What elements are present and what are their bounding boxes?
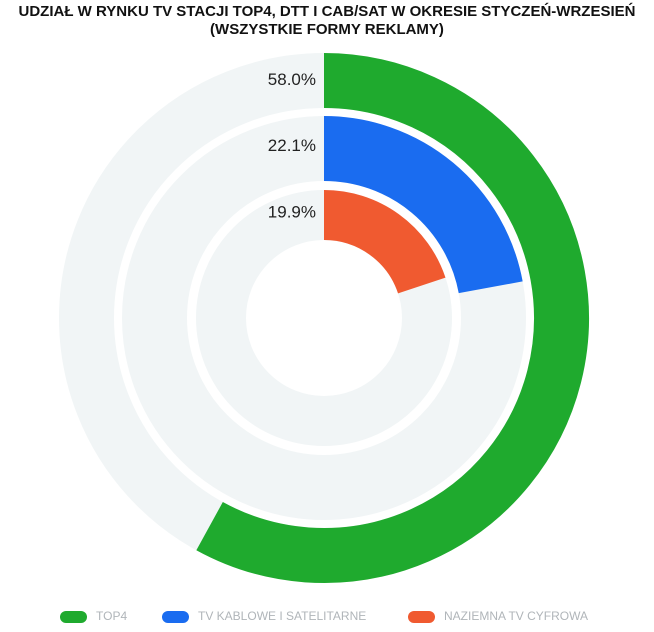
ring-bar <box>196 53 589 583</box>
value-label: 19.9% <box>268 202 316 221</box>
legend-label: TOP4 <box>96 609 127 623</box>
legend-swatch <box>60 611 87 623</box>
ring-bar <box>323 190 446 295</box>
legend-swatch <box>162 611 189 623</box>
legend-swatch <box>408 611 435 623</box>
chart-subtitle: (WSZYSTKIE FORMY REKLAMY) <box>210 21 444 38</box>
ring-bar <box>323 116 523 294</box>
legend-label: NAZIEMNA TV CYFROWA <box>444 609 588 623</box>
legend-label: TV KABLOWE I SATELITARNE <box>198 609 366 623</box>
value-label: 58.0% <box>268 70 316 89</box>
chart-title: UDZIAŁ W RYNKU TV STACJI TOP4, DTT I CAB… <box>19 3 636 20</box>
value-label: 22.1% <box>268 136 316 155</box>
